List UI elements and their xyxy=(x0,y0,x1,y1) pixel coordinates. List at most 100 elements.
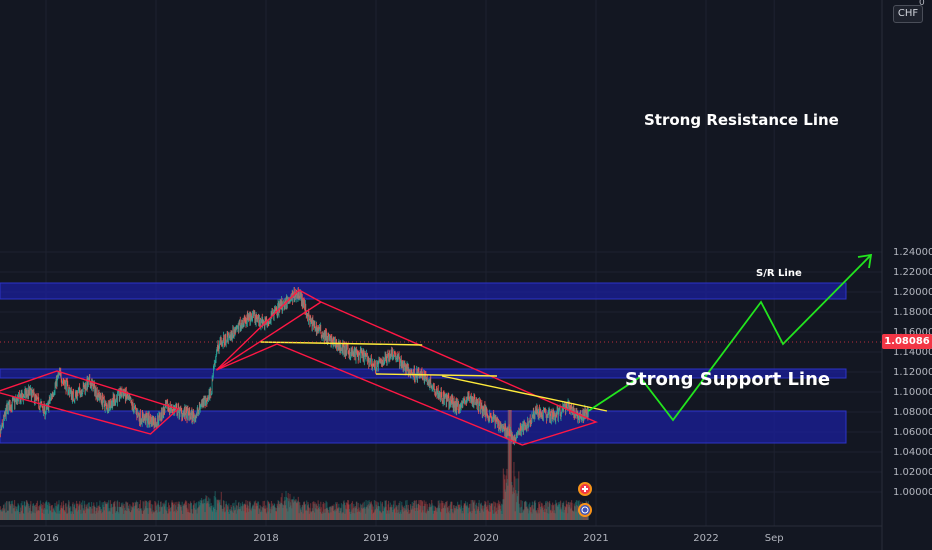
volume-bar xyxy=(28,507,31,520)
volume-bar xyxy=(19,513,21,520)
channel-line[interactable] xyxy=(0,370,180,435)
volume-bar xyxy=(258,513,260,520)
volume-bar xyxy=(539,506,541,520)
volume-bar xyxy=(346,509,348,520)
volume-bar xyxy=(229,510,232,520)
volume-bar xyxy=(387,510,389,520)
price-tick-label: 1.24000 xyxy=(893,247,932,258)
volume-bar xyxy=(115,513,117,520)
volume-bar xyxy=(211,511,214,520)
volume-bar xyxy=(151,513,153,520)
trend-line[interactable] xyxy=(441,375,608,412)
volume-bar xyxy=(314,508,317,520)
channel-line[interactable] xyxy=(216,301,322,371)
volume-bar xyxy=(548,502,550,520)
volume-bar xyxy=(310,503,312,520)
volume-bar xyxy=(471,500,474,520)
volume-bar xyxy=(269,503,271,520)
volume-bar xyxy=(169,511,171,520)
volume-bar xyxy=(397,504,399,520)
volume-bar xyxy=(121,508,123,520)
volume-bar xyxy=(43,508,46,520)
channel-line[interactable] xyxy=(216,289,599,446)
time-axis[interactable]: 2016 2017 2018 2019 2020 2021 2022 Sep xyxy=(33,533,783,544)
volume-bar xyxy=(439,511,442,520)
volume-bar xyxy=(247,505,249,520)
volume-bar xyxy=(502,499,504,520)
volume-bar xyxy=(568,506,570,520)
volume-bar xyxy=(58,510,61,520)
volume-bar xyxy=(566,504,568,520)
volume-bar xyxy=(73,506,75,520)
volume-bar xyxy=(168,505,171,520)
volume-bar xyxy=(1,509,3,520)
volume-bar xyxy=(35,506,37,520)
volume-bar xyxy=(213,507,215,520)
volume-bar xyxy=(222,511,224,520)
plus-event-icon[interactable] xyxy=(578,482,592,496)
volume-bar xyxy=(40,505,42,520)
volume-bar xyxy=(361,508,364,520)
volume-bar xyxy=(519,512,521,520)
volume-bar xyxy=(204,512,206,520)
volume-bar xyxy=(249,502,251,520)
volume-bar xyxy=(6,501,8,520)
volume-bar xyxy=(482,510,484,520)
volume-bar xyxy=(429,507,431,520)
volume-bar xyxy=(71,512,73,520)
volume-bar xyxy=(339,507,341,520)
volume-bar xyxy=(281,493,283,520)
volume-bar xyxy=(306,500,308,520)
volume-bar xyxy=(325,508,328,520)
volume-bar xyxy=(442,501,444,520)
volume-bar xyxy=(385,506,387,520)
volume-bar xyxy=(289,493,291,520)
volume-bar xyxy=(242,505,244,520)
volume-bar xyxy=(554,504,556,520)
volume-bar xyxy=(253,501,255,520)
globe-event-icon[interactable] xyxy=(578,503,592,517)
volume-bar xyxy=(290,505,292,520)
volume-bar xyxy=(376,509,379,520)
volume-bar xyxy=(45,501,47,520)
volume-bar xyxy=(487,510,490,520)
volume-bar xyxy=(71,511,73,520)
volume-bar xyxy=(131,506,133,520)
volume-bar xyxy=(454,508,457,520)
volume-bar xyxy=(453,505,455,520)
volume-bar xyxy=(321,511,324,520)
volume-bar xyxy=(113,501,116,520)
volume-bar xyxy=(212,505,214,520)
volume-bar xyxy=(570,507,572,520)
trend-line[interactable] xyxy=(375,373,498,377)
volume-bar xyxy=(68,501,70,520)
volume-bar xyxy=(112,513,114,520)
volume-bar xyxy=(60,507,62,520)
volume-bar xyxy=(232,512,234,520)
price-axis[interactable]: 1.24000 1.22000 1.20000 1.18000 1.16000 1.140… xyxy=(893,247,932,498)
volume-bar xyxy=(42,509,45,520)
volume-bar xyxy=(493,506,496,520)
volume-bar xyxy=(230,505,232,520)
volume-bar xyxy=(435,507,437,520)
volume-bar xyxy=(174,502,176,520)
volume-bar xyxy=(2,508,4,520)
volume-bar xyxy=(418,505,420,520)
volume-bar xyxy=(340,507,342,520)
volume-bar xyxy=(244,504,247,520)
volume-bar xyxy=(31,512,33,520)
volume-bar xyxy=(349,511,351,520)
volume-bar xyxy=(420,505,422,520)
volume-bar xyxy=(367,500,369,520)
volume-bar xyxy=(359,503,361,520)
currency-button[interactable]: CHF xyxy=(893,5,923,23)
volume-bar xyxy=(319,509,321,520)
volume-bar xyxy=(234,509,237,520)
volume-bar xyxy=(226,505,229,520)
trend-line[interactable] xyxy=(260,341,423,346)
volume-bar xyxy=(279,501,281,520)
volume-bar xyxy=(526,502,528,520)
volume-bar xyxy=(158,505,160,520)
projection-path[interactable] xyxy=(587,254,872,422)
